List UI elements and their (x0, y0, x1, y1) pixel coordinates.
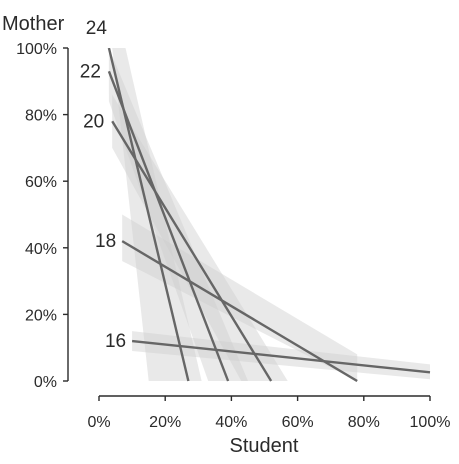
y-tick-label: 60% (25, 174, 57, 191)
x-tick-label: 80% (348, 414, 380, 431)
band-24 (112, 48, 202, 381)
series-line-16 (131, 339, 431, 374)
series-label-16: 16 (105, 331, 126, 352)
x-tick-label: 100% (410, 414, 451, 431)
x-tick-label: 40% (215, 414, 247, 431)
series-line-22 (107, 70, 230, 382)
series-lines (107, 48, 431, 383)
series-line-24 (107, 48, 190, 382)
series-line-20 (111, 120, 273, 382)
y-tick-label: 40% (25, 241, 57, 258)
axes: 0% 20% 40% 60% 80% 100% 0% 20% 40% 60% 80% 100% (16, 41, 450, 431)
series-label-18: 18 (95, 231, 116, 252)
series-label-24: 24 (86, 18, 108, 39)
y-tick-label: 80% (25, 108, 57, 125)
series-labels: 16 18 20 22 24 (80, 18, 126, 352)
band-22 (108, 48, 249, 381)
band-16 (132, 331, 430, 380)
x-tick-label: 20% (149, 414, 181, 431)
x-tick-label: 0% (87, 414, 110, 431)
y-tick-label: 20% (25, 307, 57, 324)
band-20 (112, 94, 288, 381)
y-tick-label: 0% (34, 374, 57, 391)
x-tick-label: 60% (282, 414, 314, 431)
y-axis-title: Mother (2, 13, 65, 35)
series-label-20: 20 (83, 111, 104, 132)
y-tick-label: 100% (16, 41, 57, 58)
series-label-22: 22 (80, 61, 101, 82)
x-axis-title: Student (230, 435, 299, 457)
confidence-bands (108, 48, 430, 381)
